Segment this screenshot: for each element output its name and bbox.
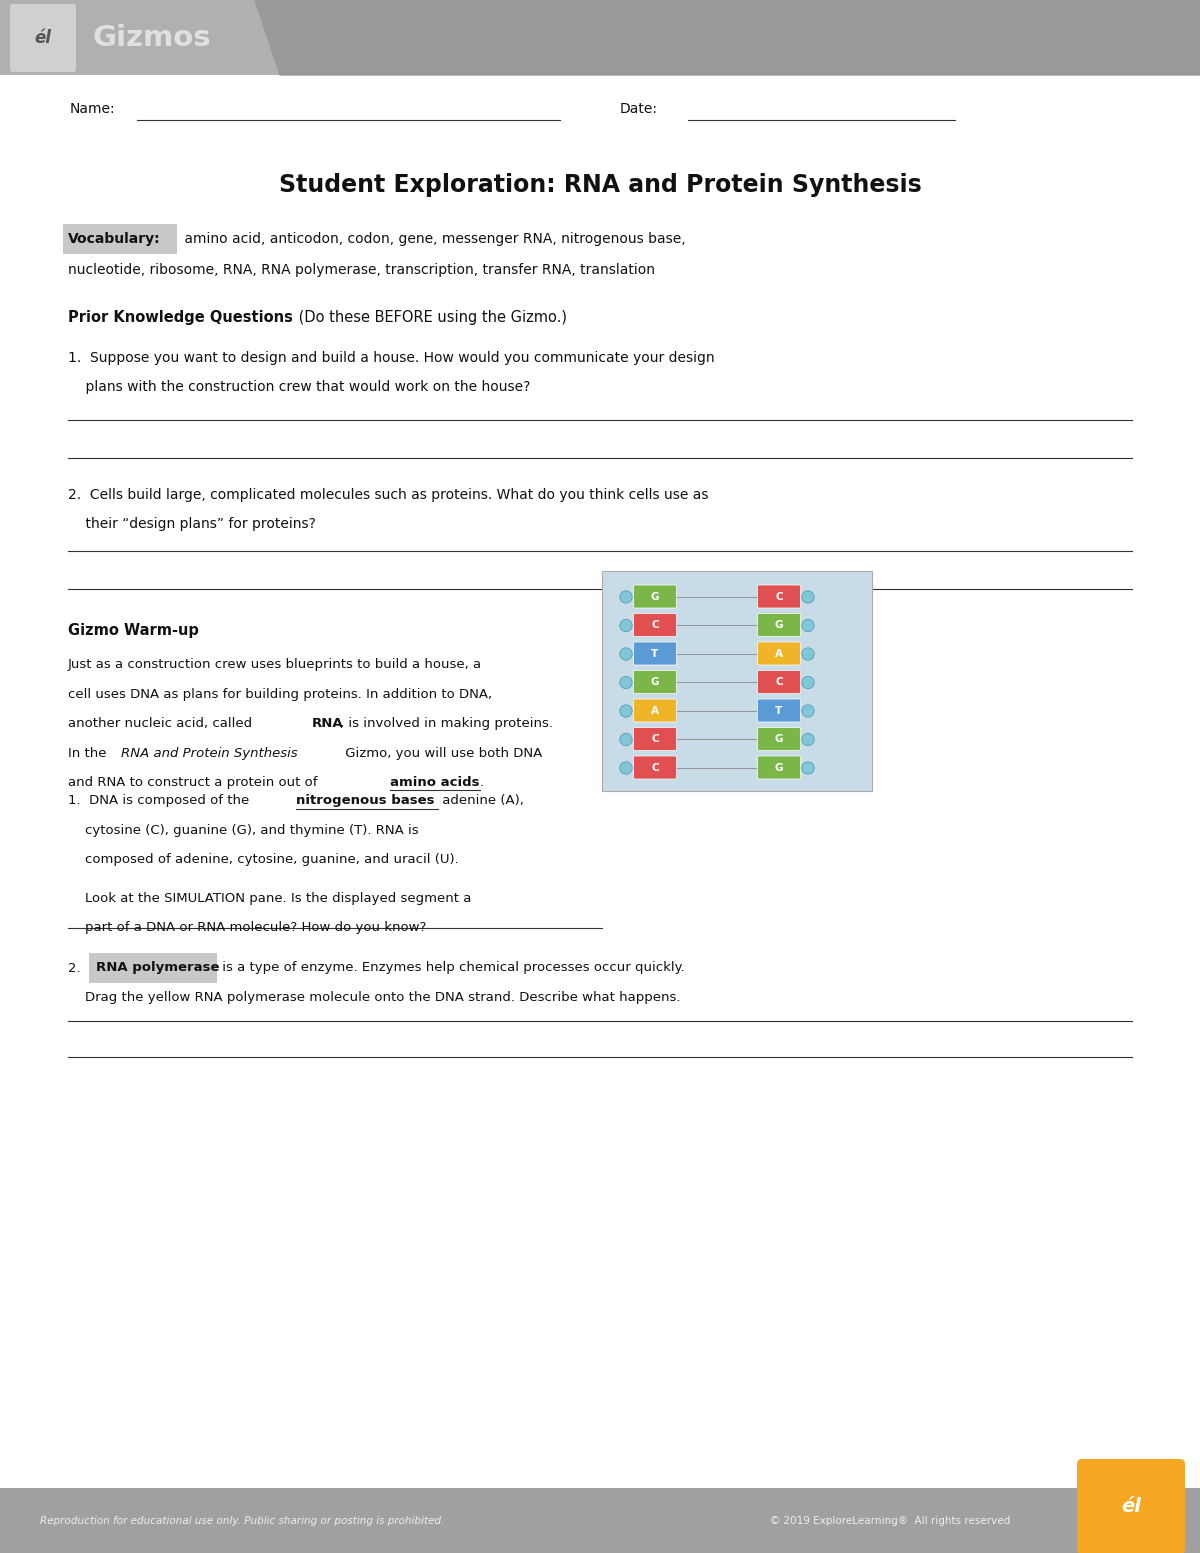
FancyBboxPatch shape [634, 585, 677, 609]
FancyBboxPatch shape [757, 613, 800, 637]
Text: amino acid, anticodon, codon, gene, messenger RNA, nitrogenous base,: amino acid, anticodon, codon, gene, mess… [180, 231, 685, 245]
Text: Gizmo Warm-up: Gizmo Warm-up [68, 623, 199, 638]
Text: cytosine (C), guanine (G), and thymine (T). RNA is: cytosine (C), guanine (G), and thymine (… [68, 825, 419, 837]
FancyBboxPatch shape [602, 572, 872, 790]
Circle shape [619, 763, 632, 775]
Text: Prior Knowledge Questions: Prior Knowledge Questions [68, 311, 293, 326]
Text: Name:: Name: [70, 102, 115, 116]
Circle shape [619, 705, 632, 717]
Text: 2.  Cells build large, complicated molecules such as proteins. What do you think: 2. Cells build large, complicated molecu… [68, 488, 708, 502]
FancyBboxPatch shape [757, 756, 800, 780]
Text: part of a DNA or RNA molecule? How do you know?: part of a DNA or RNA molecule? How do yo… [68, 921, 426, 935]
Circle shape [802, 648, 814, 660]
Text: T: T [652, 649, 659, 658]
Circle shape [619, 676, 632, 688]
FancyBboxPatch shape [634, 671, 677, 694]
Text: amino acids: amino acids [390, 776, 480, 789]
Text: © 2019 ExploreLearning®  All rights reserved: © 2019 ExploreLearning® All rights reser… [770, 1516, 1010, 1525]
Text: C: C [652, 763, 659, 773]
Text: adenine (A),: adenine (A), [438, 795, 524, 808]
Text: G: G [775, 621, 784, 631]
Text: Date:: Date: [620, 102, 658, 116]
FancyBboxPatch shape [757, 699, 800, 722]
Text: C: C [775, 592, 782, 603]
Text: is a type of enzyme. Enzymes help chemical processes occur quickly.: is a type of enzyme. Enzymes help chemic… [218, 961, 685, 974]
Circle shape [619, 620, 632, 632]
FancyBboxPatch shape [634, 641, 677, 665]
Circle shape [802, 733, 814, 745]
Circle shape [619, 590, 632, 603]
Text: RNA: RNA [312, 717, 343, 730]
FancyBboxPatch shape [634, 699, 677, 722]
FancyBboxPatch shape [10, 5, 76, 71]
Text: T: T [775, 707, 782, 716]
Text: G: G [650, 677, 659, 688]
Circle shape [802, 590, 814, 603]
FancyBboxPatch shape [0, 0, 1200, 75]
Text: C: C [775, 677, 782, 688]
Text: composed of adenine, cytosine, guanine, and uracil (U).: composed of adenine, cytosine, guanine, … [68, 854, 458, 867]
Text: él: él [35, 30, 52, 47]
Text: C: C [652, 621, 659, 631]
FancyBboxPatch shape [757, 585, 800, 609]
Circle shape [619, 733, 632, 745]
Text: A: A [775, 649, 782, 658]
FancyBboxPatch shape [89, 954, 217, 983]
Text: G: G [775, 763, 784, 773]
Text: nucleotide, ribosome, RNA, RNA polymerase, transcription, transfer RNA, translat: nucleotide, ribosome, RNA, RNA polymeras… [68, 262, 655, 276]
FancyBboxPatch shape [0, 1488, 1200, 1553]
Circle shape [802, 705, 814, 717]
Text: 2.: 2. [68, 961, 89, 974]
Text: Student Exploration: RNA and Protein Synthesis: Student Exploration: RNA and Protein Syn… [278, 172, 922, 197]
Text: RNA and Protein Synthesis: RNA and Protein Synthesis [121, 747, 298, 759]
Text: G: G [650, 592, 659, 603]
FancyBboxPatch shape [634, 613, 677, 637]
Text: 1.  DNA is composed of the: 1. DNA is composed of the [68, 795, 253, 808]
FancyBboxPatch shape [757, 727, 800, 750]
Text: Just as a construction crew uses blueprints to build a house, a: Just as a construction crew uses bluepri… [68, 658, 482, 671]
Text: .: . [480, 776, 484, 789]
FancyBboxPatch shape [757, 641, 800, 665]
FancyBboxPatch shape [634, 727, 677, 750]
Text: Look at the SIMULATION pane. Is the displayed segment a: Look at the SIMULATION pane. Is the disp… [68, 891, 472, 905]
Text: their “design plans” for proteins?: their “design plans” for proteins? [68, 517, 316, 531]
Text: 1.  Suppose you want to design and build a house. How would you communicate your: 1. Suppose you want to design and build … [68, 351, 715, 365]
Text: él: él [1121, 1497, 1141, 1516]
FancyBboxPatch shape [1078, 1458, 1186, 1553]
Text: In the: In the [68, 747, 110, 759]
Text: Gizmo, you will use both DNA: Gizmo, you will use both DNA [341, 747, 542, 759]
FancyBboxPatch shape [634, 756, 677, 780]
Circle shape [802, 676, 814, 688]
Text: G: G [775, 735, 784, 744]
Polygon shape [254, 0, 1200, 75]
Text: , is involved in making proteins.: , is involved in making proteins. [340, 717, 553, 730]
Circle shape [802, 763, 814, 775]
Text: cell uses DNA as plans for building proteins. In addition to DNA,: cell uses DNA as plans for building prot… [68, 688, 492, 700]
Text: A: A [650, 707, 659, 716]
Circle shape [619, 648, 632, 660]
Circle shape [802, 620, 814, 632]
Text: plans with the construction crew that would work on the house?: plans with the construction crew that wo… [68, 380, 530, 394]
Text: and RNA to construct a protein out of: and RNA to construct a protein out of [68, 776, 322, 789]
Text: Gizmos: Gizmos [92, 23, 211, 51]
Text: RNA polymerase: RNA polymerase [96, 961, 220, 974]
Text: nitrogenous bases: nitrogenous bases [296, 795, 434, 808]
Text: Drag the yellow RNA polymerase molecule onto the DNA strand. Describe what happe: Drag the yellow RNA polymerase molecule … [68, 991, 680, 1003]
Text: C: C [652, 735, 659, 744]
Text: another nucleic acid, called: another nucleic acid, called [68, 717, 257, 730]
FancyBboxPatch shape [64, 224, 178, 255]
FancyBboxPatch shape [757, 671, 800, 694]
Text: Reproduction for educational use only. Public sharing or posting is prohibited.: Reproduction for educational use only. P… [40, 1516, 444, 1525]
Text: (Do these BEFORE using the Gizmo.): (Do these BEFORE using the Gizmo.) [294, 311, 568, 326]
Text: Vocabulary:: Vocabulary: [68, 231, 161, 245]
